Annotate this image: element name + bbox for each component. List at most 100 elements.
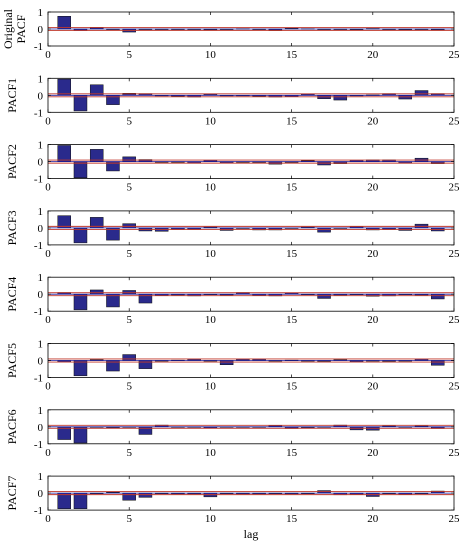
y-tick-label: -1	[34, 306, 43, 318]
y-tick-label: -1	[34, 439, 43, 451]
x-tick-label: 20	[367, 447, 379, 459]
bar-lag-5	[122, 492, 136, 501]
x-tick-label: 15	[286, 381, 298, 393]
bar-lag-2	[73, 161, 88, 179]
x-tick-label: 0	[45, 115, 51, 127]
x-tick-label: 5	[126, 447, 132, 459]
y-tick-label: 0	[38, 24, 44, 36]
x-tick-label: 5	[126, 115, 132, 127]
x-tick-label: 10	[205, 248, 217, 260]
y-tick-label: 1	[38, 7, 44, 19]
x-tick-label: 25	[449, 182, 461, 194]
bar-lag-18	[333, 95, 348, 101]
bar-lag-24	[431, 360, 445, 366]
bar-lag-24	[431, 293, 445, 300]
y-tick-label: 1	[38, 140, 44, 152]
y-tick-label: 0	[38, 157, 44, 169]
x-tick-label: 5	[126, 513, 132, 525]
bar-lag-2	[73, 293, 88, 311]
bar-lag-5	[122, 223, 136, 229]
y-tick-label: -1	[34, 505, 43, 517]
x-tick-label: 0	[45, 248, 51, 260]
x-tick-label: 10	[205, 182, 217, 194]
x-tick-label: 20	[367, 314, 379, 326]
x-tick-label: 15	[286, 248, 298, 260]
x-tick-label: 10	[205, 447, 217, 459]
bar-lag-1	[57, 492, 71, 509]
x-tick-label: 20	[367, 381, 379, 393]
bar-lag-23	[414, 90, 429, 96]
panel-ylabel: PACF6	[5, 409, 19, 444]
x-tick-label: 25	[449, 115, 461, 127]
y-tick-label: 0	[38, 90, 44, 102]
y-tick-label: 1	[38, 405, 44, 417]
panel-ylabel: PACF3	[5, 210, 19, 245]
x-axis-label: lag	[244, 527, 259, 541]
x-tick-label: 20	[367, 115, 379, 127]
x-tick-label: 0	[45, 49, 51, 61]
y-tick-label: 1	[38, 272, 44, 284]
y-tick-label: 0	[38, 223, 44, 235]
y-tick-label: -1	[34, 373, 43, 385]
bar-lag-11	[219, 360, 234, 365]
y-tick-label: 0	[38, 356, 44, 368]
y-tick-label: 1	[38, 471, 44, 483]
panel-ylabel: PACF1	[5, 78, 19, 113]
x-tick-label: 15	[286, 49, 298, 61]
x-tick-label: 20	[367, 248, 379, 260]
x-tick-label: 10	[205, 513, 217, 525]
x-tick-label: 10	[205, 115, 217, 127]
bar-lag-17	[317, 227, 331, 233]
bar-lag-1	[57, 78, 71, 96]
y-tick-label: 1	[38, 73, 44, 85]
panel-ylabel: PACF	[14, 14, 28, 43]
bar-lag-5	[122, 156, 136, 162]
x-tick-label: 0	[45, 447, 51, 459]
x-tick-label: 0	[45, 381, 51, 393]
bar-lag-2	[73, 492, 88, 509]
panel-ylabel: PACF7	[5, 476, 19, 511]
x-tick-label: 5	[126, 49, 132, 61]
bar-lag-1	[57, 145, 71, 162]
x-tick-label: 15	[286, 115, 298, 127]
x-tick-label: 5	[126, 182, 132, 194]
x-tick-label: 15	[286, 447, 298, 459]
y-tick-label: -1	[34, 41, 43, 53]
x-tick-label: 25	[449, 314, 461, 326]
x-tick-label: 15	[286, 513, 298, 525]
bar-lag-6	[138, 492, 153, 498]
x-tick-label: 10	[205, 314, 217, 326]
x-tick-label: 15	[286, 314, 298, 326]
x-tick-label: 5	[126, 248, 132, 260]
x-tick-label: 25	[449, 447, 461, 459]
x-tick-label: 20	[367, 49, 379, 61]
x-tick-label: 25	[449, 381, 461, 393]
bar-lag-2	[73, 95, 88, 112]
y-tick-label: 0	[38, 289, 44, 301]
y-tick-label: 1	[38, 206, 44, 218]
y-tick-label: -1	[34, 174, 43, 186]
x-tick-label: 20	[367, 513, 379, 525]
panel-ylabel: PACF4	[5, 277, 19, 312]
x-tick-label: 5	[126, 381, 132, 393]
panel-ylabel: PACF5	[5, 343, 19, 378]
x-tick-label: 5	[126, 314, 132, 326]
bar-lag-2	[73, 227, 88, 244]
bar-lag-2	[73, 426, 88, 444]
x-tick-label: 25	[449, 49, 461, 61]
x-tick-label: 25	[449, 248, 461, 260]
y-tick-label: 0	[38, 422, 44, 434]
bar-lag-2	[73, 360, 88, 377]
x-tick-label: 20	[367, 182, 379, 194]
y-tick-label: -1	[34, 240, 43, 252]
y-tick-label: -1	[34, 107, 43, 119]
x-tick-label: 10	[205, 49, 217, 61]
